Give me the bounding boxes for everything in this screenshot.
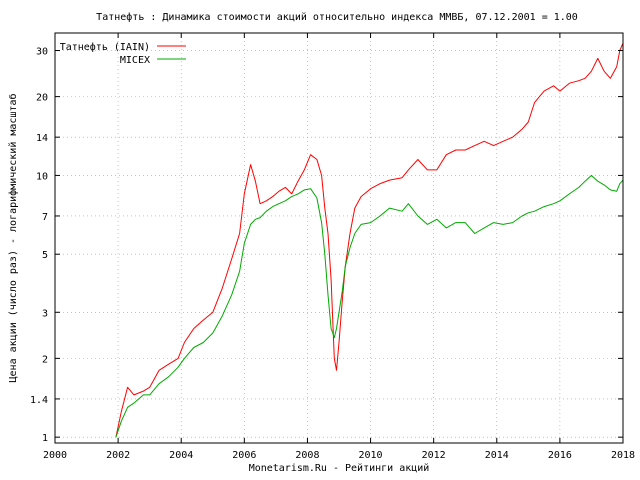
y-tick-label: 2 — [42, 354, 48, 365]
legend: Татнефть (IAIN) MICEX — [60, 41, 186, 66]
x-tick-label: 2012 — [422, 450, 446, 461]
series-line-1 — [115, 174, 624, 438]
legend-label: MICEX — [120, 55, 150, 66]
y-tick-label: 30 — [36, 47, 48, 58]
y-tick-label: 1.4 — [30, 395, 48, 406]
x-tick-label: 2010 — [359, 450, 383, 461]
plot-frame — [54, 32, 624, 444]
y-tick-label: 5 — [42, 250, 48, 261]
x-tick-label: 2000 — [43, 450, 67, 461]
x-axis-label: Monetarism.Ru - Рейтинги акций — [249, 462, 430, 474]
y-tick-label: 20 — [36, 93, 48, 104]
series-line-0 — [115, 42, 624, 438]
y-tick-label: 1 — [42, 433, 48, 444]
x-tick-label: 2008 — [295, 450, 319, 461]
chart-title: Татнефть : Динамика стоимости акций отно… — [96, 11, 578, 23]
y-axis: 1 1.4 2 3 5 7 10 14 20 30 — [30, 47, 623, 444]
x-tick-label: 2004 — [169, 450, 193, 461]
x-tick-label: 2002 — [106, 450, 130, 461]
y-axis-label: Цена акции (число раз) - логарифмический… — [7, 94, 19, 383]
y-tick-label: 7 — [42, 212, 48, 223]
y-tick-label: 14 — [36, 133, 48, 144]
legend-label: Татнефть (IAIN) — [60, 41, 150, 53]
x-axis: 2000 2002 2004 2006 2008 2010 2012 2014 2016 2018 — [43, 33, 635, 461]
y-tick-label: 10 — [36, 171, 48, 182]
x-tick-label: 2006 — [232, 450, 256, 461]
x-tick-label: 2016 — [548, 450, 572, 461]
x-tick-label: 2018 — [611, 450, 635, 461]
series-group — [115, 42, 624, 438]
y-tick-label: 3 — [42, 308, 48, 319]
grid — [54, 33, 624, 443]
x-tick-label: 2014 — [485, 450, 509, 461]
